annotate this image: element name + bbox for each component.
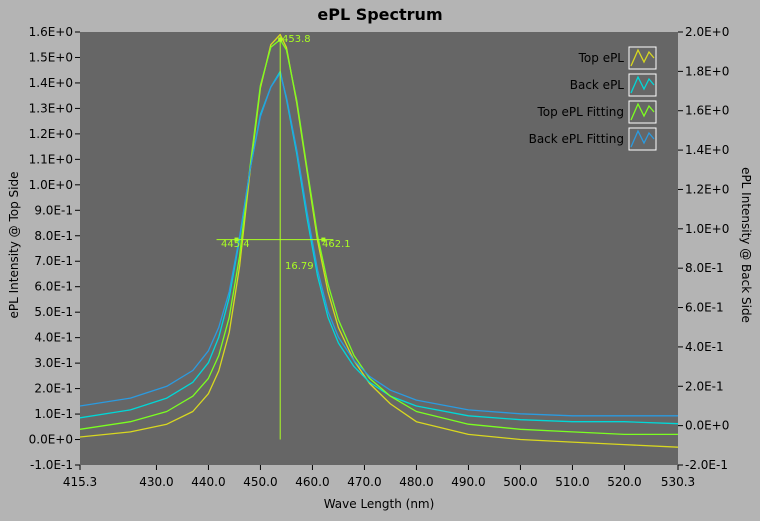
plot-area [80, 32, 678, 465]
y-right-tick-label: 1.8E+0 [685, 64, 729, 78]
x-tick-label: 530.3 [661, 475, 695, 489]
x-tick-label: 450.0 [243, 475, 277, 489]
y-axis-right-ticks: 2.0E+0 1.8E+0 1.6E+0 1.4E+0 1.2E+0 1.0E+0 8.0E… [678, 25, 729, 472]
y-right-tick-label: -2.0E-1 [685, 458, 728, 472]
y-left-tick-label: -1.0E-1 [30, 458, 73, 472]
legend-swatch-line [630, 75, 655, 94]
y-right-tick-label: 6.0E-1 [685, 301, 724, 315]
x-tick-label: 490.0 [451, 475, 485, 489]
legend-label: Top ePL Fitting [536, 105, 624, 119]
y-left-tick-label: 1.0E+0 [29, 178, 73, 192]
x-axis-label: Wave Length (nm) [324, 497, 435, 511]
y-left-tick-label: 2.0E-1 [34, 382, 73, 396]
y-right-tick-label: 1.0E+0 [685, 222, 729, 236]
legend-item: Top ePL Fitting [536, 100, 657, 124]
y-axis-left-label: ePL Intensity @ Top Side [7, 172, 21, 319]
legend-item: Back ePL Fitting [529, 127, 657, 151]
y-axis-right-label: ePL Intensity @ Back Side [739, 167, 753, 323]
y-left-tick-label: 8.0E-1 [34, 229, 73, 243]
legend-swatch-line [630, 129, 655, 148]
series-line-4 [79, 72, 678, 417]
peak-label: 453.8 [282, 34, 311, 45]
legend: Top ePL Back ePL Top ePL Fitting Back eP… [529, 46, 657, 151]
x-tick-label: 415.3 [63, 475, 97, 489]
x-tick-label: 520.0 [607, 475, 641, 489]
x-tick-label: 430.0 [139, 475, 173, 489]
y-left-tick-label: 1.3E+0 [29, 101, 73, 115]
y-left-tick-label: 1.6E+0 [29, 25, 73, 39]
legend-label: Back ePL Fitting [529, 132, 624, 146]
y-left-tick-label: 1.2E+0 [29, 127, 73, 141]
peak-markers [216, 36, 334, 440]
y-right-tick-label: 1.6E+0 [685, 104, 729, 118]
legend-swatch [628, 46, 657, 70]
y-left-tick-label: 6.0E-1 [34, 280, 73, 294]
legend-label: Back ePL [570, 78, 625, 92]
y-right-tick-label: 1.2E+0 [685, 182, 729, 196]
x-tick-label: 470.0 [347, 475, 381, 489]
y-left-tick-label: 3.0E-1 [34, 356, 73, 370]
y-left-tick-label: 0.0E+0 [29, 433, 73, 447]
legend-swatch [628, 73, 657, 97]
x-tick-label: 480.0 [399, 475, 433, 489]
legend-item: Top ePL [578, 46, 657, 70]
legend-swatch [628, 127, 657, 151]
fwhm-value-label: 16.79 [285, 261, 314, 272]
legend-item: Back ePL [570, 73, 657, 97]
y-left-tick-label: 1.5E+0 [29, 50, 73, 64]
y-right-tick-label: 4.0E-1 [685, 340, 724, 354]
series-line-3 [79, 38, 678, 436]
x-tick-label: 460.0 [295, 475, 329, 489]
fwhm-left-label: 445.4 [221, 239, 250, 250]
legend-swatch-line [630, 102, 655, 121]
legend-swatch [628, 100, 657, 124]
peak-point [278, 37, 283, 42]
y-left-tick-label: 1.0E-1 [34, 407, 73, 421]
y-right-tick-label: 2.0E+0 [685, 25, 729, 39]
fwhm-left-point [234, 237, 239, 242]
x-axis-ticks: 415.3 430.0 440.0 450.0 460.0 470.0 480.0 490.0… [63, 465, 695, 489]
y-left-tick-label: 1.1E+0 [29, 152, 73, 166]
y-left-tick-label: 9.0E-1 [34, 203, 73, 217]
legend-label: Top ePL [578, 51, 625, 65]
x-tick-label: 500.0 [503, 475, 537, 489]
chart-title: ePL Spectrum [317, 5, 442, 24]
y-right-tick-label: 2.0E-1 [685, 379, 724, 393]
fwhm-right-label: 462.1 [322, 239, 351, 250]
y-right-tick-label: 8.0E-1 [685, 261, 724, 275]
x-tick-label: 510.0 [555, 475, 589, 489]
y-left-tick-label: 7.0E-1 [34, 254, 73, 268]
legend-swatch-line [630, 48, 655, 67]
y-left-tick-label: 5.0E-1 [34, 305, 73, 319]
y-axis-left-ticks: 1.6E+0 1.5E+0 1.4E+0 1.3E+0 1.2E+0 1.1E+0 1.0E… [29, 25, 80, 472]
series-lines [79, 33, 679, 448]
y-left-tick-label: 1.4E+0 [29, 76, 73, 90]
y-right-tick-label: 0.0E+0 [685, 419, 729, 433]
y-left-tick-label: 4.0E-1 [34, 331, 73, 345]
y-right-tick-label: 1.4E+0 [685, 143, 729, 157]
x-tick-label: 440.0 [191, 475, 225, 489]
fwhm-right-point [321, 237, 326, 242]
